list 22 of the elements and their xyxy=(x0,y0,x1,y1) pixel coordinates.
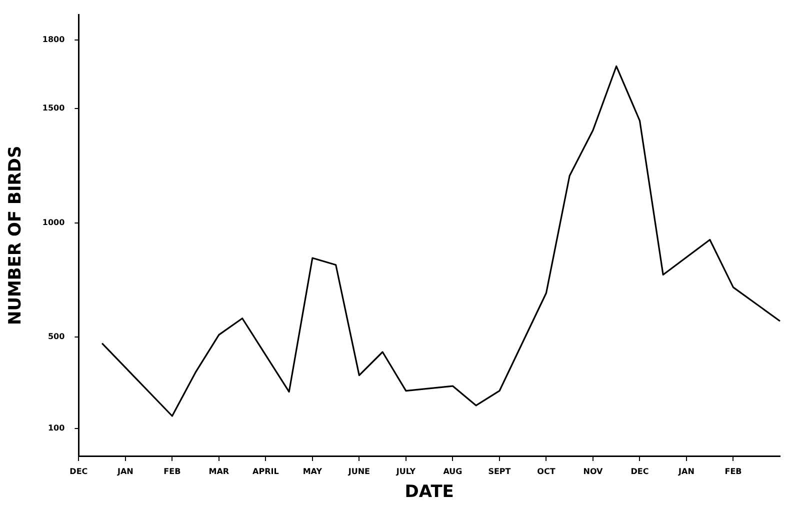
y-axis-title: NUMBER OF BIRDS xyxy=(6,146,26,326)
x-tick-label: DEC xyxy=(630,466,649,476)
y-tick-label: 1500 xyxy=(42,104,66,113)
x-tick-label: FEB xyxy=(724,466,742,476)
x-tick-label: SEPT xyxy=(488,466,512,476)
x-tick-label: JUNE xyxy=(347,466,370,476)
y-tick-label: 1000 xyxy=(42,218,66,227)
y-tick-label: 1800 xyxy=(42,35,66,44)
x-tick-label: AUG xyxy=(443,466,462,476)
x-tick-label: MAR xyxy=(208,466,230,476)
x-tick-label: DEC xyxy=(70,466,88,476)
x-tick-label: APRIL xyxy=(252,466,279,476)
x-axis-title: DATE xyxy=(404,482,454,502)
x-tick-label: JULY xyxy=(395,466,416,476)
y-tick-label: 100 xyxy=(48,424,66,433)
x-tick-label: JAN xyxy=(116,466,134,476)
x-tick-label: JAN xyxy=(678,466,694,476)
x-tick-label: FEB xyxy=(164,466,181,476)
x-tick-label: OCT xyxy=(537,466,556,476)
x-tick-label: MAY xyxy=(302,466,322,476)
x-tick-label: NOV xyxy=(583,466,604,476)
y-tick-label: 500 xyxy=(48,332,66,342)
